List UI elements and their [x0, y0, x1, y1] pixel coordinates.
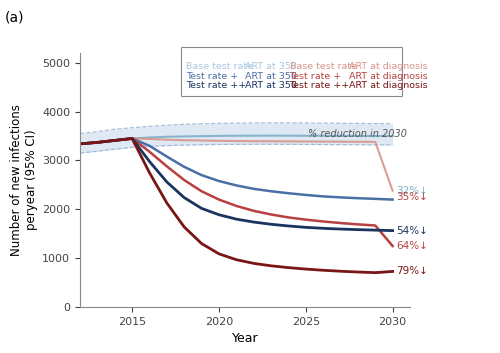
Text: (a): (a) [5, 11, 24, 25]
Text: ART at diagnosis: ART at diagnosis [349, 72, 428, 81]
Text: 32%↓: 32%↓ [396, 186, 428, 196]
Text: Base test rate: Base test rate [186, 62, 252, 71]
Text: ART at diagnosis: ART at diagnosis [349, 62, 428, 71]
Y-axis label: Number of new infections
peryear (95% CI): Number of new infections peryear (95% CI… [10, 104, 38, 256]
Text: ART at 350: ART at 350 [245, 62, 297, 71]
Text: Base test rate: Base test rate [290, 62, 356, 71]
Text: 35%↓: 35%↓ [396, 192, 428, 202]
Text: Test rate ++: Test rate ++ [290, 82, 350, 90]
X-axis label: Year: Year [232, 333, 258, 345]
Text: ART at diagnosis: ART at diagnosis [349, 82, 428, 90]
Bar [180, 47, 402, 96]
Text: Test rate +: Test rate + [186, 72, 238, 81]
Text: ART at 350: ART at 350 [245, 82, 297, 90]
Text: 79%↓: 79%↓ [396, 267, 428, 276]
Text: ART at 350: ART at 350 [245, 72, 297, 81]
Text: 64%↓: 64%↓ [396, 241, 428, 251]
Text: Test rate ++: Test rate ++ [186, 82, 246, 90]
Text: 54%↓: 54%↓ [396, 226, 428, 235]
Text: % reduction in 2030: % reduction in 2030 [308, 129, 406, 139]
Text: Test rate +: Test rate + [290, 72, 342, 81]
